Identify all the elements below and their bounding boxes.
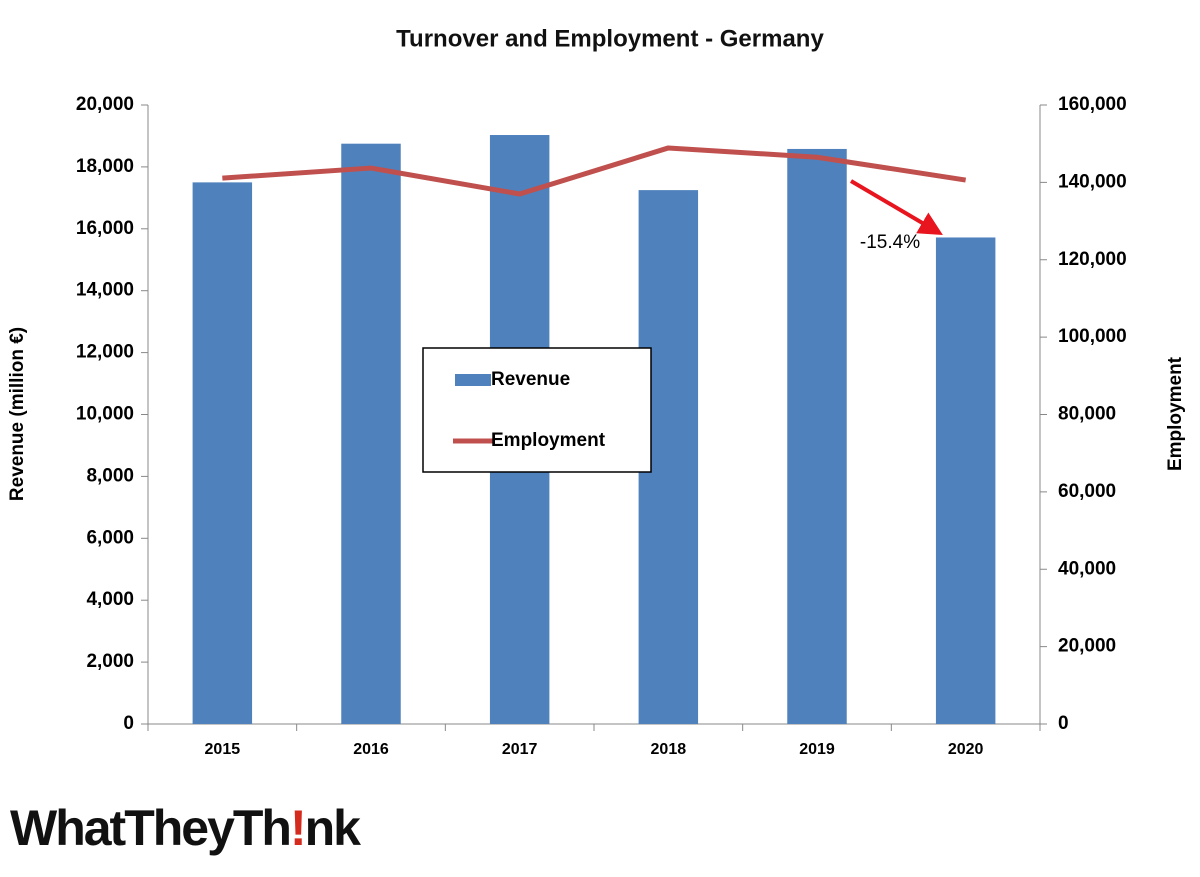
x-tick-label: 2017 xyxy=(502,741,538,758)
x-tick-label: 2020 xyxy=(948,741,984,758)
logo-part: ! xyxy=(290,800,305,856)
x-tick-label: 2015 xyxy=(205,741,241,758)
chart-title: Turnover and Employment - Germany xyxy=(396,25,824,52)
logo-part: nk xyxy=(305,800,362,856)
line xyxy=(222,145,967,197)
y-tick-label: 10,000 xyxy=(76,404,134,425)
y-tick-label: 14,000 xyxy=(76,280,134,301)
bar xyxy=(341,143,401,724)
y2-tick-label: 60,000 xyxy=(1058,481,1116,502)
y2-tick-label: 20,000 xyxy=(1058,636,1116,657)
bar xyxy=(787,148,847,725)
y-tick-label: 6,000 xyxy=(86,527,134,548)
y2-tick-label: 120,000 xyxy=(1058,249,1127,270)
x-tick-label: 2016 xyxy=(353,741,389,758)
y-tick-label: 16,000 xyxy=(76,218,134,239)
legend-swatch xyxy=(455,374,491,386)
bar xyxy=(935,237,996,724)
y-tick-label: 2,000 xyxy=(86,651,134,672)
y-tick-label: 8,000 xyxy=(86,465,134,486)
y2-tick-label: 100,000 xyxy=(1058,326,1127,347)
y2-axis-label: Employment xyxy=(1165,356,1186,471)
logo: WhatTheyTh!nk xyxy=(10,800,361,856)
x-tick-label: 2018 xyxy=(651,741,687,758)
y2-tick-label: 160,000 xyxy=(1058,94,1127,115)
legend-label: Revenue xyxy=(491,369,570,390)
y-tick-label: 20,000 xyxy=(76,94,134,115)
logo-part: WhatTheyTh xyxy=(10,800,290,856)
y2-tick-label: 0 xyxy=(1058,713,1069,734)
y-tick-label: 12,000 xyxy=(76,342,134,363)
legend-box xyxy=(422,347,652,473)
bar xyxy=(192,182,253,724)
y2-tick-label: 40,000 xyxy=(1058,558,1116,579)
y-tick-label: 4,000 xyxy=(86,589,134,610)
y-tick-label: 0 xyxy=(123,713,134,734)
annotation: -15.4% xyxy=(860,232,920,253)
y-axis-label: Revenue (million €) xyxy=(7,327,28,501)
annotation-arrow xyxy=(849,179,943,236)
x-tick-label: 2019 xyxy=(799,741,835,758)
y-tick-label: 18,000 xyxy=(76,156,134,177)
y2-tick-label: 140,000 xyxy=(1058,171,1127,192)
y2-tick-label: 80,000 xyxy=(1058,404,1116,425)
legend-label: Employment xyxy=(491,430,606,451)
